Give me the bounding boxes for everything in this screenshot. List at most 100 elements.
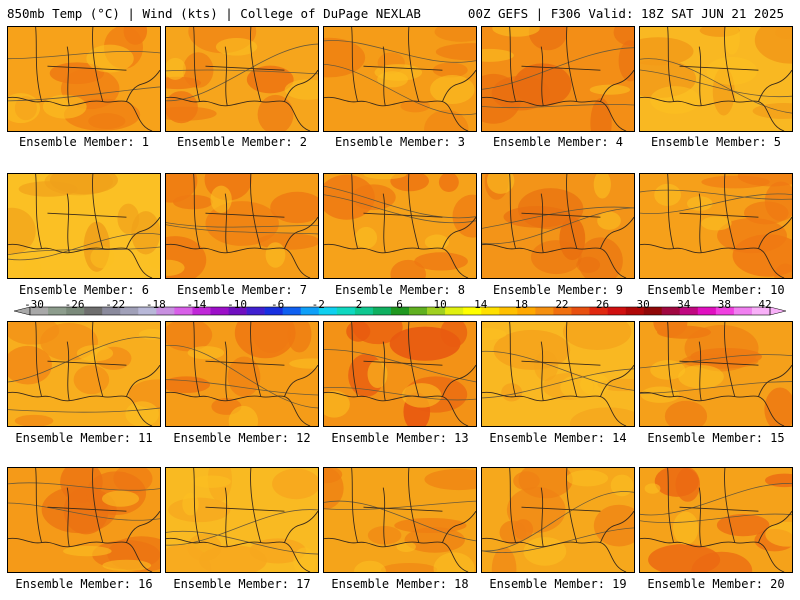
coastline-border [351, 322, 358, 397]
temperature-contour-fill [650, 86, 701, 114]
colorbar-tick-label: 30 [636, 298, 650, 311]
ensemble-member-label: Ensemble Member: 12 [173, 431, 311, 445]
temperature-contour-fill [506, 486, 566, 534]
temperature-contour-fill [706, 56, 758, 85]
coastline-border [509, 322, 516, 397]
colorbar-outline [29, 306, 771, 316]
temperature-contour-fill [390, 174, 430, 192]
ensemble-member-label: Ensemble Member: 11 [15, 431, 153, 445]
coastline-border [193, 174, 200, 249]
temperature-map [482, 468, 634, 572]
temperature-map [8, 322, 160, 426]
isoline [166, 345, 318, 409]
colorbar-tick-label: -26 [64, 298, 85, 311]
colorbar-swatch [102, 307, 121, 315]
temperature-contour-fill [355, 226, 378, 249]
coastline-border [224, 341, 228, 401]
colorbar-swatch [66, 307, 85, 315]
coastline-border [66, 46, 70, 106]
colorbar-swatch [336, 307, 356, 315]
coastline-border [540, 341, 544, 401]
isoline [8, 336, 160, 383]
colorbar-tick-label: 2 [355, 298, 363, 311]
coastline-border [540, 46, 544, 106]
temperature-contour-fill [367, 359, 388, 389]
coastline-border [35, 468, 42, 543]
temperature-contour-fill [148, 252, 160, 269]
coastline-border [600, 216, 634, 249]
isoline [324, 40, 476, 63]
isoline [8, 482, 160, 491]
coastline-border [724, 174, 736, 249]
temperature-contour-fill [664, 400, 708, 426]
temperature-contour-fill [434, 27, 476, 42]
isoline [640, 483, 792, 516]
coastline-border [667, 468, 674, 543]
run-info: 00Z GEFS | F306 Valid: 18Z SAT JUN 21 20… [467, 6, 784, 21]
temperature-contour-fill [597, 211, 621, 230]
temperature-contour-fill [166, 57, 186, 80]
ensemble-member-label: Ensemble Member: 3 [334, 135, 466, 149]
coastline-border [698, 193, 702, 253]
temperature-contour-fill [128, 379, 160, 409]
colorbar-swatch [300, 307, 320, 315]
colorbar-swatch [571, 307, 590, 315]
coastline-border [758, 216, 792, 249]
colorbar-swatch [264, 307, 283, 315]
temperature-contour-fill [610, 474, 634, 497]
temperature-map [482, 27, 634, 131]
temperature-contour-fill [166, 174, 198, 203]
temperature-contour-fill [166, 259, 185, 276]
temperature-contour-fill [396, 541, 416, 552]
temperature-contour-fill [380, 562, 438, 572]
map-panel [165, 321, 319, 427]
map-panel [639, 173, 793, 279]
temperature-contour-fill [400, 99, 431, 113]
coastline-border [224, 46, 228, 106]
map-panel [7, 173, 161, 279]
colorbar-tick-label: 14 [474, 298, 488, 311]
temperature-contour-fill [424, 234, 450, 250]
temperature-contour-fill [166, 544, 212, 572]
coastline-border [284, 364, 318, 397]
isoline [324, 63, 476, 116]
colorbar-swatch [409, 307, 428, 315]
temperature-contour-fill [523, 537, 567, 566]
coastline-border [758, 364, 792, 397]
coastline-border [363, 212, 443, 218]
temperature-contour-fill [251, 322, 291, 353]
colorbar-swatch [751, 307, 771, 315]
temperature-contour-fill [270, 191, 318, 224]
temperature-map [166, 27, 318, 131]
coastline-border [382, 46, 386, 106]
temperature-contour-fill [752, 103, 792, 119]
colorbar-swatch [192, 307, 211, 315]
coastline-border [758, 510, 792, 543]
coastline-border [509, 468, 516, 543]
coastline-border [92, 322, 104, 397]
coastline-border [47, 506, 127, 512]
colorbar-swatch [535, 307, 554, 315]
coastline-border [382, 193, 386, 253]
coastline-border [408, 322, 420, 397]
coastline-border [442, 510, 476, 543]
temperature-contour-fill [131, 211, 160, 255]
temperature-contour-fill [166, 91, 198, 124]
coastline-border [521, 212, 601, 218]
coastline-border [600, 364, 634, 397]
colorbar-tick-label: 26 [595, 298, 610, 311]
colorbar-swatch [589, 307, 608, 315]
colorbar-tick-label: 34 [677, 298, 691, 311]
colorbar-tick-label: 42 [758, 298, 772, 311]
isoline [8, 51, 160, 60]
temperature-contour-fill [14, 414, 54, 426]
coastline-border [351, 27, 358, 102]
coastline-border [351, 468, 358, 543]
temperature-contour-fill [701, 216, 732, 231]
isoline [166, 43, 318, 102]
colorbar-tick-label: -22 [105, 298, 126, 311]
coastline-border [205, 506, 285, 512]
temperature-contour-fill [324, 390, 350, 418]
colorbar-swatch [445, 307, 464, 315]
coastline-border [698, 46, 702, 106]
